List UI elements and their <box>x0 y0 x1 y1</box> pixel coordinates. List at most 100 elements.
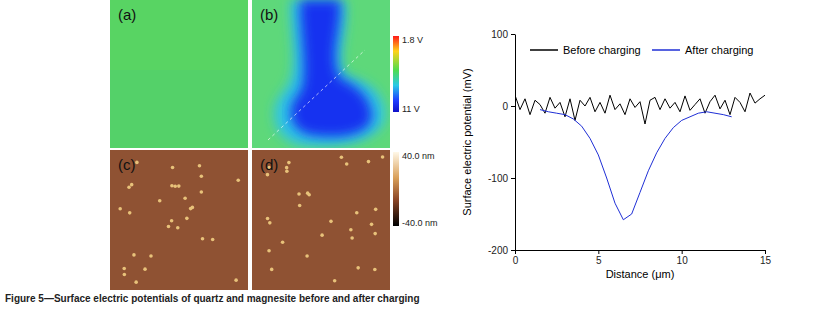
particle <box>132 253 136 257</box>
particle <box>185 217 189 221</box>
particle <box>234 278 238 282</box>
tick-label: -100 <box>488 173 508 184</box>
panel-a-image <box>110 0 248 148</box>
tick-mark <box>511 250 515 251</box>
particle <box>118 207 122 211</box>
tick: -100 <box>488 173 515 184</box>
particle <box>329 220 333 224</box>
particle <box>333 279 337 283</box>
particle <box>211 238 215 242</box>
x-axis: 0 5 10 15 <box>513 250 772 266</box>
panel-b-halo <box>274 0 385 146</box>
tick: 0 <box>513 250 519 266</box>
plot-lines <box>515 93 765 220</box>
tick: 0 <box>502 101 515 112</box>
particle <box>167 225 171 229</box>
tick-label: -200 <box>488 245 508 256</box>
particle <box>191 206 195 210</box>
particle <box>149 254 153 258</box>
height-colorbar-gradient <box>393 152 399 226</box>
caption: Figure 5—Surface electric potentials of … <box>5 293 420 304</box>
y-axis-title: Surface electric potential (mV) <box>461 68 473 215</box>
particle <box>266 217 270 221</box>
particle <box>381 155 385 159</box>
series-line <box>540 110 732 220</box>
tick-mark <box>765 250 766 254</box>
panel-a-shade <box>110 70 248 148</box>
tick-mark <box>682 250 683 254</box>
tick-label: 0 <box>513 255 519 266</box>
panel-height-image <box>110 150 248 290</box>
legend-swatch <box>652 49 680 51</box>
panel-label: (b) <box>260 6 278 23</box>
particle <box>367 160 371 164</box>
colorbar-label: 40.0 nm <box>402 151 435 161</box>
particle <box>134 280 138 284</box>
particle <box>198 164 202 168</box>
potential-colorbar-gradient <box>393 36 399 112</box>
particle <box>123 273 127 277</box>
particle <box>176 226 180 230</box>
panel-label: (a) <box>118 6 136 23</box>
particle <box>158 199 162 203</box>
tick: 5 <box>596 250 602 266</box>
tick-label: 15 <box>760 255 772 266</box>
tick: -200 <box>488 245 515 256</box>
tick-label: 0 <box>502 101 508 112</box>
particle <box>285 169 289 173</box>
tick-mark <box>515 250 516 254</box>
particle <box>200 190 204 194</box>
tick-mark <box>598 250 599 254</box>
legend-label: After charging <box>685 44 753 56</box>
particle <box>236 178 240 182</box>
x-axis-line <box>516 250 766 251</box>
potential-colorbar: 1.8 V11 V <box>393 35 423 114</box>
legend-label: Before charging <box>563 44 641 56</box>
particle <box>340 155 344 159</box>
height-colorbar: 40.0 nm-40.0 nm <box>393 151 438 228</box>
tick-mark <box>511 34 515 35</box>
y-axis-line <box>515 35 516 251</box>
particle <box>355 211 359 215</box>
panel-b-spot <box>291 0 372 137</box>
particle <box>143 267 147 271</box>
particle <box>373 268 377 272</box>
image-panels: (a) (b) (c) (d) <box>110 0 390 290</box>
particle <box>370 223 374 227</box>
tick-mark <box>511 178 515 179</box>
particle <box>127 185 131 189</box>
particle <box>170 219 174 223</box>
particle <box>298 204 302 208</box>
colorbar-label: 1.8 V <box>402 35 423 45</box>
panel-b-image <box>252 0 390 148</box>
particle <box>374 208 378 212</box>
tick-label: 5 <box>596 255 602 266</box>
tick: 100 <box>491 29 515 40</box>
panel-label: (c) <box>118 156 136 173</box>
particle <box>201 237 205 241</box>
particle <box>373 232 377 236</box>
particle <box>349 228 353 232</box>
particle <box>130 183 134 187</box>
figure: (a) (b) (c) (d) 1.8 V11 V 40.0 nm-40.0 nm 0 5 10… <box>0 0 820 314</box>
y-axis: -200 -100 0 100 <box>488 29 516 256</box>
particle <box>356 266 360 270</box>
particle <box>183 196 187 200</box>
panel-label: (d) <box>260 156 278 173</box>
tick-label: 100 <box>491 29 508 40</box>
particle <box>345 162 349 166</box>
tick: 15 <box>760 250 772 266</box>
particle <box>128 211 132 215</box>
particle <box>281 240 285 244</box>
panel-height-image <box>252 150 390 290</box>
particle <box>135 161 139 165</box>
particle <box>285 166 289 170</box>
series-line <box>515 93 765 124</box>
legend-swatch <box>530 49 558 51</box>
particle <box>350 236 354 240</box>
particle <box>267 249 271 253</box>
tick-label: 10 <box>677 255 689 266</box>
tick: 10 <box>677 250 689 266</box>
particle <box>170 184 174 188</box>
x-axis-title: Distance (μm) <box>606 268 675 280</box>
